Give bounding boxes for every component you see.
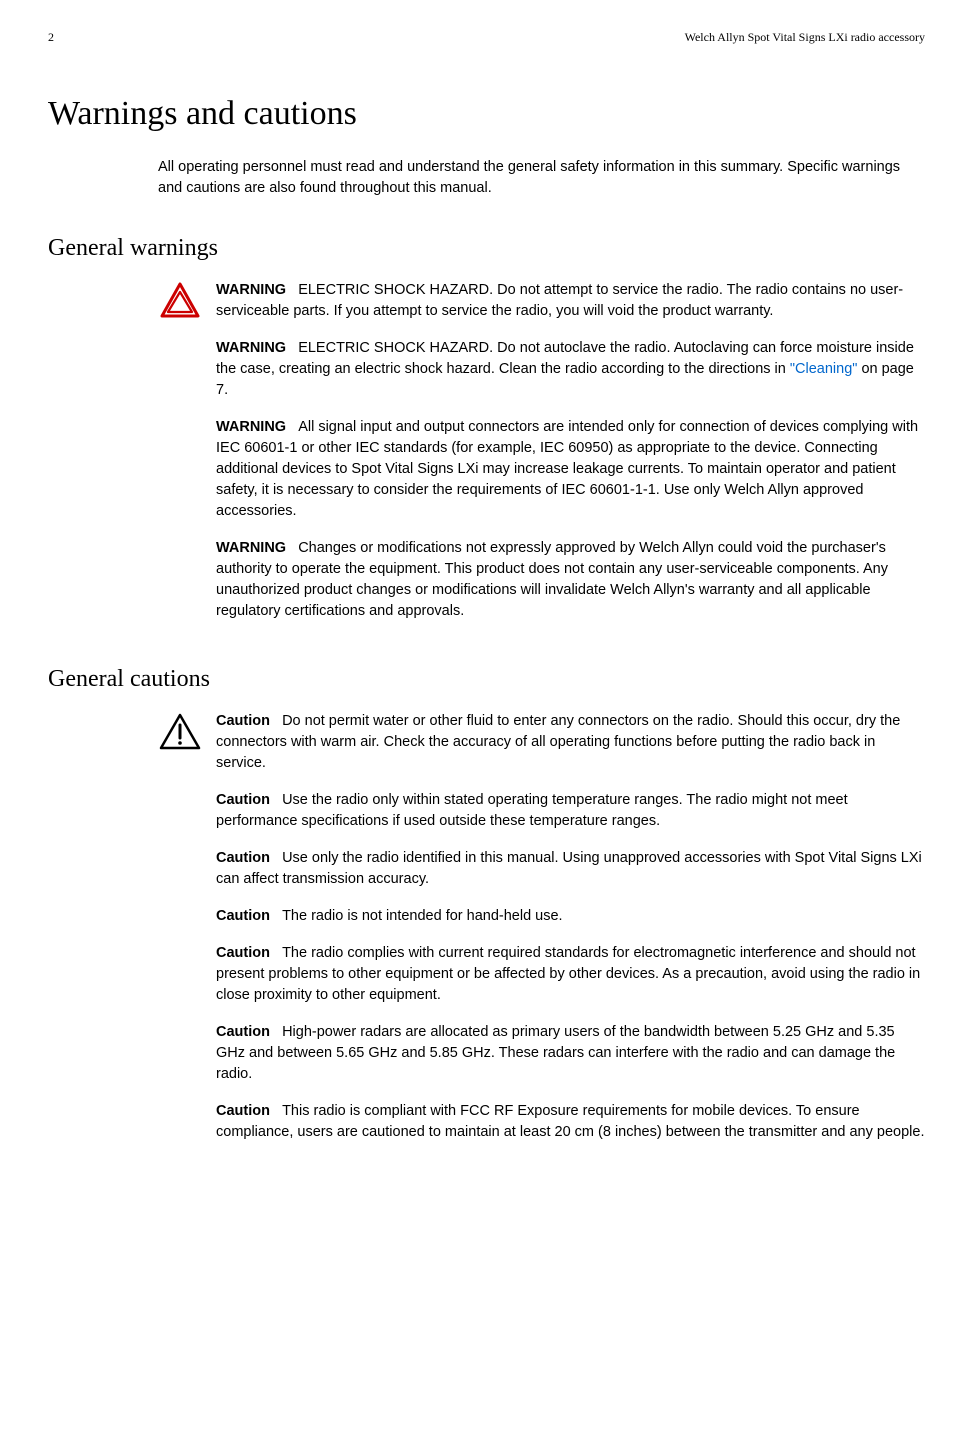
caution-text: This radio is compliant with FCC RF Expo… <box>216 1103 924 1140</box>
caution-text: Use the radio only within stated operati… <box>216 792 848 829</box>
cautions-heading: General cautions <box>48 666 925 693</box>
warnings-heading: General warnings <box>48 235 925 262</box>
caution-triangle-icon <box>158 713 202 751</box>
warning-text: ELECTRIC SHOCK HAZARD. Do not attempt to… <box>216 282 903 319</box>
cleaning-link[interactable]: "Cleaning" <box>790 361 858 377</box>
warning-label: WARNING <box>216 340 286 356</box>
warning-triangle-icon <box>158 282 202 320</box>
page-header: 2 Welch Allyn Spot Vital Signs LXi radio… <box>48 30 925 45</box>
warning-item: WARNING All signal input and output conn… <box>216 417 925 522</box>
caution-item: Caution The radio complies with current … <box>216 943 925 1006</box>
warning-item: WARNING ELECTRIC SHOCK HAZARD. Do not at… <box>216 280 925 322</box>
caution-item: Caution Use only the radio identified in… <box>216 848 925 890</box>
caution-item: Caution Use the radio only within stated… <box>216 790 925 832</box>
caution-text: High-power radars are allocated as prima… <box>216 1024 895 1082</box>
warning-text: All signal input and output connectors a… <box>216 419 918 519</box>
caution-label: Caution <box>216 792 270 808</box>
warning-label: WARNING <box>216 540 286 556</box>
caution-label: Caution <box>216 850 270 866</box>
cautions-body: Caution Do not permit water or other flu… <box>158 711 925 1143</box>
warning-label: WARNING <box>216 419 286 435</box>
caution-item: Caution The radio is not intended for ha… <box>216 906 925 927</box>
main-heading: Warnings and cautions <box>48 95 925 133</box>
caution-text: Use only the radio identified in this ma… <box>216 850 922 887</box>
caution-label: Caution <box>216 1103 270 1119</box>
intro-paragraph: All operating personnel must read and un… <box>158 157 925 199</box>
warning-item: WARNING Changes or modifications not exp… <box>216 538 925 622</box>
caution-label: Caution <box>216 908 270 924</box>
warning-item: WARNING ELECTRIC SHOCK HAZARD. Do not au… <box>216 338 925 401</box>
caution-label: Caution <box>216 1024 270 1040</box>
caution-item: Caution High-power radars are allocated … <box>216 1022 925 1085</box>
caution-text: The radio complies with current required… <box>216 945 920 1003</box>
caution-item: Caution Do not permit water or other flu… <box>216 711 925 774</box>
warning-text: Changes or modifications not expressly a… <box>216 540 888 619</box>
warnings-body: WARNING ELECTRIC SHOCK HAZARD. Do not at… <box>158 280 925 622</box>
page-number: 2 <box>48 30 54 45</box>
caution-text: Do not permit water or other fluid to en… <box>216 713 900 771</box>
caution-label: Caution <box>216 713 270 729</box>
caution-item: Caution This radio is compliant with FCC… <box>216 1101 925 1143</box>
caution-text: The radio is not intended for hand-held … <box>282 908 563 924</box>
document-title: Welch Allyn Spot Vital Signs LXi radio a… <box>685 30 925 45</box>
caution-label: Caution <box>216 945 270 961</box>
warning-label: WARNING <box>216 282 286 298</box>
